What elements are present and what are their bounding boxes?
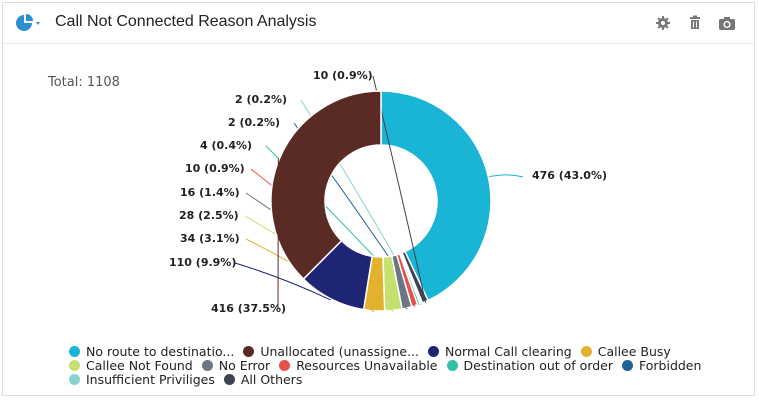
legend-item[interactable]: All Others [223, 372, 303, 387]
data-label-8: 2 (0.2%) [228, 116, 280, 129]
legend-item[interactable]: Unallocated (unassigne... [243, 345, 419, 359]
legend-item[interactable]: Destination out of order [446, 358, 614, 373]
legend-label: Callee Not Found [86, 358, 193, 373]
legend-swatch [622, 360, 633, 371]
data-label-9: 2 (0.2%) [235, 93, 287, 106]
legend-label: Normal Call clearing [445, 344, 572, 359]
legend-label: No Error [218, 358, 271, 373]
legend-swatch [428, 346, 440, 357]
card-header: Call Not Connected Reason Analysis [3, 3, 754, 44]
legend-item[interactable]: Callee Busy [580, 344, 671, 359]
data-label-0: 476 (43.0%) [532, 169, 607, 182]
legend-swatch [223, 374, 235, 385]
data-label-1: 416 (37.5%) [211, 302, 286, 315]
legend-swatch [69, 374, 80, 385]
legend-swatch [580, 346, 592, 357]
chevron-down-icon [36, 22, 40, 25]
data-label-3: 34 (3.1%) [180, 232, 240, 245]
legend-item[interactable]: Callee Not Found [69, 359, 193, 373]
pie-chart-icon [16, 14, 40, 31]
leader-line-2 [234, 262, 331, 301]
legend-swatch [69, 360, 80, 371]
legend-item[interactable]: Resources Unavailable [279, 358, 438, 373]
chart-card: Call Not Connected Reason Analysis [2, 2, 755, 396]
donut-chart: 476 (43.0%) 10 (0.9%) 2 (0.2%) 2 (0.2%) 4 (0… [169, 69, 607, 315]
trash-icon[interactable] [686, 14, 704, 32]
camera-icon[interactable] [718, 14, 736, 32]
chart-type-selector[interactable] [13, 12, 45, 34]
legend-item[interactable]: No route to destinatio... [69, 345, 234, 359]
legend-swatch [201, 360, 213, 371]
legend-label: Insufficient Priviliges [86, 372, 215, 387]
chart-legend: No route to destinatio... Unallocated (un… [69, 345, 729, 387]
data-label-5: 16 (1.4%) [180, 186, 240, 199]
legend-label: All Others [240, 372, 303, 387]
slice-0[interactable] [380, 90, 492, 302]
legend-swatch [69, 346, 80, 357]
data-label-2: 110 (9.9%) [169, 256, 236, 269]
data-label-6: 10 (0.9%) [185, 162, 245, 175]
data-label-7: 4 (0.4%) [200, 139, 252, 152]
legend-item[interactable]: Forbidden [622, 359, 701, 373]
legend-label: Unallocated (unassigne... [260, 344, 420, 359]
gear-icon[interactable] [654, 14, 672, 32]
legend-item[interactable]: Normal Call clearing [428, 345, 572, 359]
leader-line-0 [489, 174, 524, 178]
legend-swatch [243, 346, 255, 357]
legend-item[interactable]: No Error [201, 358, 271, 373]
data-label-10: 10 (0.9%) [313, 69, 373, 82]
legend-swatch [279, 360, 291, 371]
data-label-4: 28 (2.5%) [179, 209, 239, 222]
chart-toolbar [645, 14, 736, 32]
slice-1[interactable] [270, 90, 382, 281]
legend-label: Resources Unavailable [296, 358, 438, 373]
legend-item[interactable]: Insufficient Priviliges [69, 373, 215, 387]
legend-label: No route to destinatio... [86, 344, 235, 359]
chart-title: Call Not Connected Reason Analysis [55, 13, 317, 30]
legend-label: Destination out of order [463, 358, 614, 373]
total-label: Total: 1108 [48, 75, 120, 90]
legend-label: Forbidden [639, 358, 702, 373]
legend-label: Callee Busy [597, 344, 671, 359]
legend-swatch [446, 360, 458, 371]
